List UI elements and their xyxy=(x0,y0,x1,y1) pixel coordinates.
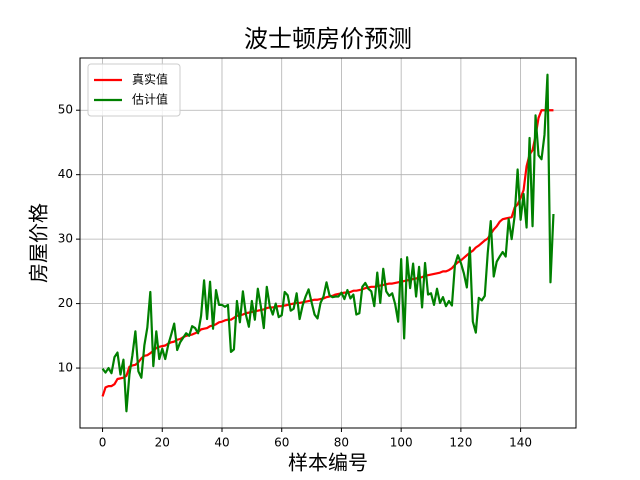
y-tick-label: 10 xyxy=(58,361,73,375)
legend-box xyxy=(87,63,181,117)
x-tick-label: 40 xyxy=(214,436,229,450)
x-tick-label: 60 xyxy=(274,436,289,450)
x-tick-label: 80 xyxy=(334,436,349,450)
y-tick-label: 50 xyxy=(58,103,73,117)
x-tick-label: 120 xyxy=(449,436,472,450)
data-line xyxy=(101,109,554,397)
chart-title: 波士顿房价预测 xyxy=(244,25,412,53)
data-line xyxy=(101,73,555,413)
y-tick-label: 20 xyxy=(58,296,73,310)
x-tick-label: 100 xyxy=(390,436,413,450)
x-axis-label: 样本编号 xyxy=(288,451,368,475)
x-tick-label: 0 xyxy=(99,436,107,450)
plot-frame xyxy=(79,57,577,429)
y-tick-label: 30 xyxy=(58,232,73,246)
y-tick-label: 40 xyxy=(58,167,73,181)
legend-label: 真实值 xyxy=(132,72,168,87)
legend-label: 估计值 xyxy=(132,92,168,107)
x-tick-label: 140 xyxy=(509,436,532,450)
y-axis-label: 房屋价格 xyxy=(27,203,51,283)
x-tick-label: 20 xyxy=(155,436,170,450)
